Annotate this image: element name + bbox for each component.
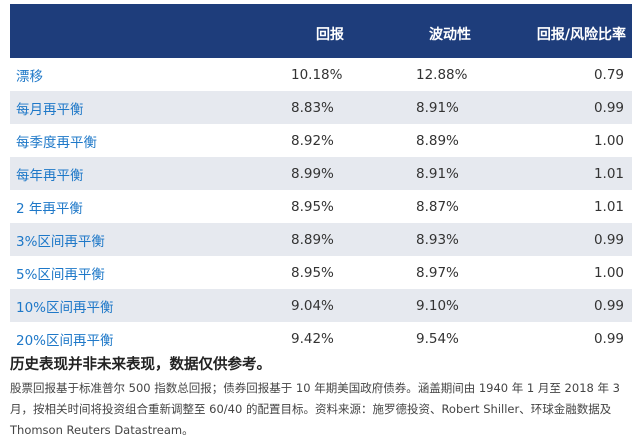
header-volatility: 波动性 [429, 27, 471, 43]
table-row: 3%区间再平衡 8.89% 8.93% 0.99 [10, 223, 632, 256]
row-return: 9.42% [291, 330, 334, 347]
row-ratio: 0.99 [593, 330, 624, 347]
table-row: 漂移 10.18% 12.88% 0.79 [10, 58, 632, 91]
row-label: 2 年再平衡 [16, 200, 83, 217]
row-label: 每月再平衡 [16, 101, 84, 118]
row-ratio: 0.79 [593, 66, 624, 83]
row-volatility: 8.93% [416, 231, 459, 248]
row-volatility: 8.91% [416, 165, 459, 182]
row-return: 8.83% [291, 99, 334, 116]
row-ratio: 0.99 [593, 99, 624, 116]
row-return: 10.18% [291, 66, 343, 83]
table-row: 20%区间再平衡 9.42% 9.54% 0.99 [10, 322, 632, 355]
row-return: 8.89% [291, 231, 334, 248]
row-volatility: 9.54% [416, 330, 459, 347]
header-label [10, 4, 270, 58]
row-volatility: 12.88% [416, 66, 468, 83]
table-row: 每年再平衡 8.99% 8.91% 1.01 [10, 157, 632, 190]
rebalancing-table-container: 回报 波动性 回报/风险比率 漂移 10.18% 12.88% 0.79 每月再平衡 8.… [10, 4, 632, 355]
table-row: 每月再平衡 8.83% 8.91% 0.99 [10, 91, 632, 124]
row-label: 3%区间再平衡 [16, 233, 105, 250]
row-ratio: 0.99 [593, 231, 624, 248]
disclaimer-text: 历史表现并非未来表现，数据仅供参考。 [10, 357, 271, 373]
header-return: 回报 [316, 27, 344, 43]
table-row: 5%区间再平衡 8.95% 8.97% 1.00 [10, 256, 632, 289]
table-header-row: 回报 波动性 回报/风险比率 [10, 4, 632, 58]
row-ratio: 0.99 [593, 297, 624, 314]
table-row: 2 年再平衡 8.95% 8.87% 1.01 [10, 190, 632, 223]
row-volatility: 8.91% [416, 99, 459, 116]
row-return: 8.99% [291, 165, 334, 182]
rebalancing-table: 回报 波动性 回报/风险比率 漂移 10.18% 12.88% 0.79 每月再平衡 8.… [10, 4, 632, 355]
row-label: 5%区间再平衡 [16, 266, 105, 283]
row-volatility: 8.89% [416, 132, 459, 149]
row-ratio: 1.00 [593, 132, 624, 149]
row-volatility: 9.10% [416, 297, 459, 314]
row-ratio: 1.01 [593, 165, 624, 182]
row-label: 每年再平衡 [16, 167, 84, 184]
table-body: 漂移 10.18% 12.88% 0.79 每月再平衡 8.83% 8.91% 0.99 每季度… [10, 58, 632, 355]
table-row: 10%区间再平衡 9.04% 9.10% 0.99 [10, 289, 632, 322]
footnote-text: 股票回报基于标准普尔 500 指数总回报；债券回报基于 10 年期美国政府债券。… [10, 381, 620, 437]
table-row: 每季度再平衡 8.92% 8.89% 1.00 [10, 124, 632, 157]
row-label: 每季度再平衡 [16, 134, 97, 151]
row-return: 8.95% [291, 264, 334, 281]
row-label: 10%区间再平衡 [16, 299, 114, 316]
header-ratio: 回报/风险比率 [536, 27, 626, 43]
row-return: 8.95% [291, 198, 334, 215]
row-volatility: 8.97% [416, 264, 459, 281]
row-ratio: 1.00 [593, 264, 624, 281]
row-label: 漂移 [16, 68, 43, 85]
row-return: 9.04% [291, 297, 334, 314]
row-ratio: 1.01 [593, 198, 624, 215]
row-volatility: 8.87% [416, 198, 459, 215]
row-label: 20%区间再平衡 [16, 332, 114, 349]
row-return: 8.92% [291, 132, 334, 149]
